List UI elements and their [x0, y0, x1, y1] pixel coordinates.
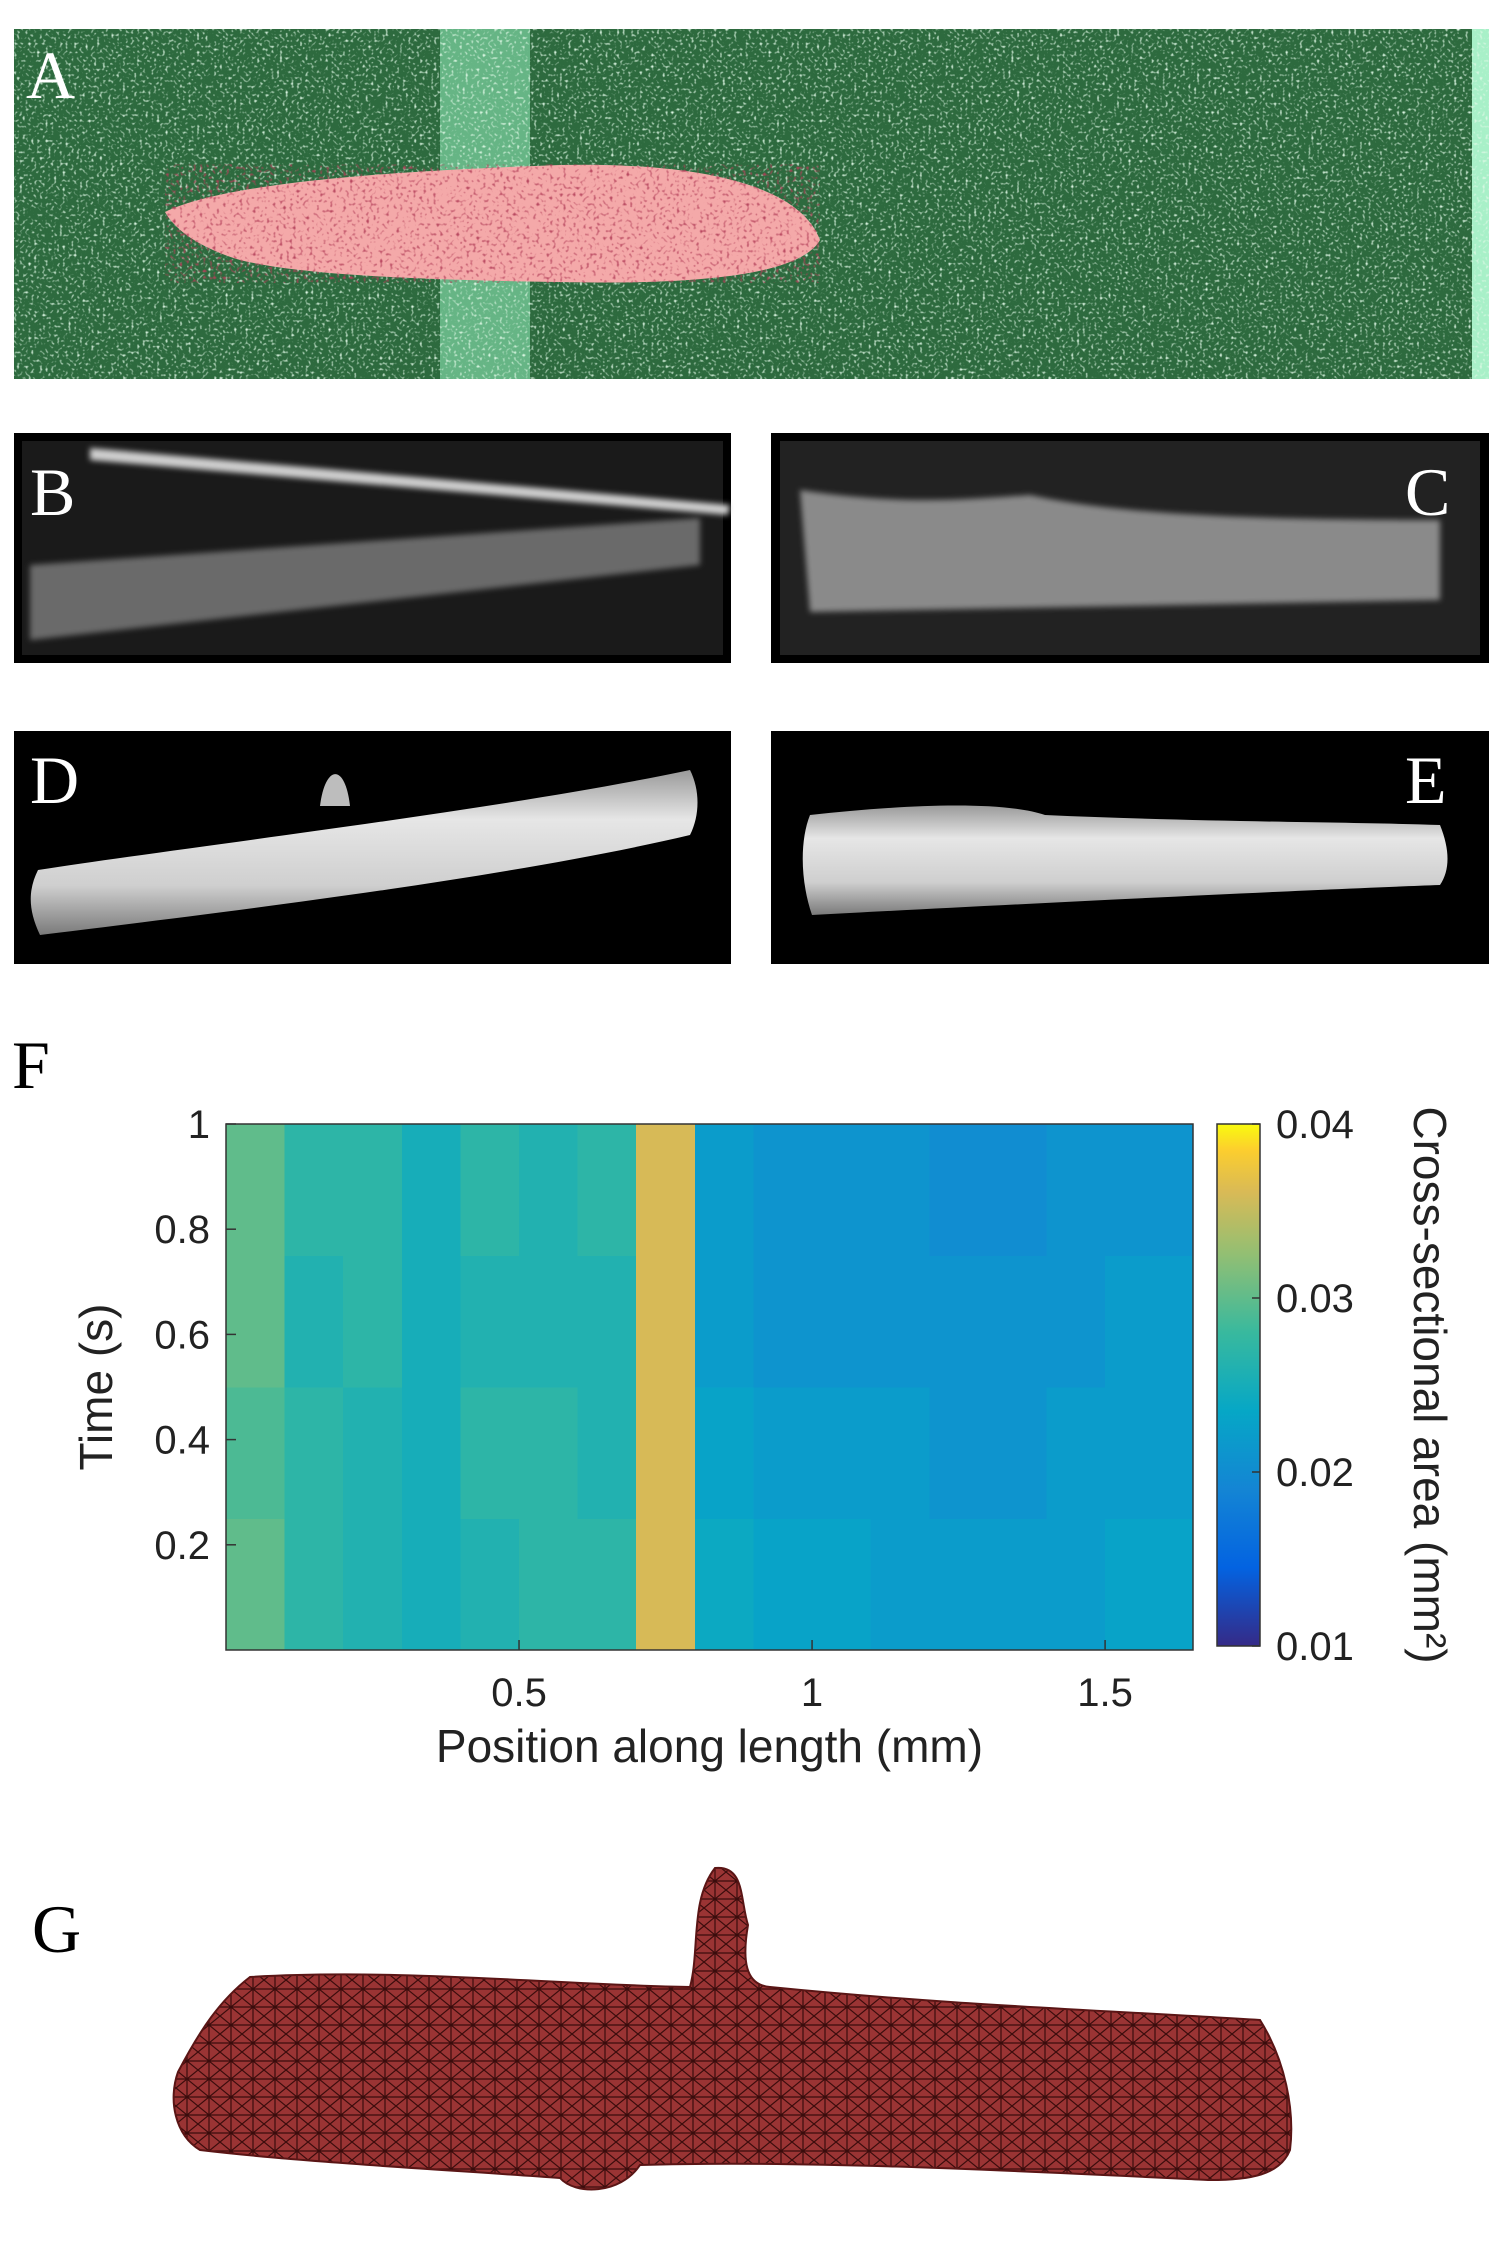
- heatmap-cell: [1046, 1387, 1106, 1519]
- heatmap-cell: [401, 1255, 461, 1388]
- heatmap-cell: [226, 1255, 286, 1388]
- panel-e: E: [771, 731, 1489, 964]
- heatmap-cell: [343, 1124, 403, 1256]
- heatmap-cell: [226, 1387, 286, 1519]
- panel-g: G: [32, 1866, 1293, 2191]
- heatmap-cell: [636, 1255, 696, 1388]
- y-tick-label: 0.6: [154, 1313, 210, 1357]
- heatmap-cell: [753, 1518, 813, 1651]
- heatmap-cell: [519, 1124, 579, 1256]
- panel-a: A: [14, 29, 1489, 379]
- heatmap-cell: [460, 1518, 520, 1651]
- x-tick-label: 0.5: [491, 1671, 547, 1715]
- heatmap-cell: [401, 1387, 461, 1519]
- heatmap-cell: [401, 1124, 461, 1256]
- colorbar-tick-label: 0.02: [1276, 1451, 1354, 1495]
- colorbar: [1216, 1123, 1261, 1647]
- heatmap-cell: [577, 1387, 637, 1519]
- heatmap-cell: [753, 1124, 813, 1256]
- heatmap-cell: [284, 1518, 344, 1651]
- heatmap-cell: [870, 1518, 930, 1651]
- heatmap-cell: [694, 1255, 754, 1388]
- heatmap-cell: [343, 1518, 403, 1651]
- y-axis-label: Time (s): [70, 1304, 122, 1471]
- heatmap-cell: [636, 1387, 696, 1519]
- heatmap-cell: [577, 1124, 637, 1256]
- panel-label: E: [1405, 742, 1447, 818]
- heatmap-cell: [460, 1387, 520, 1519]
- heatmap-cell: [987, 1387, 1047, 1519]
- heatmap-cell: [929, 1387, 989, 1519]
- heatmap-cell: [812, 1255, 872, 1388]
- heatmap-cell: [929, 1518, 989, 1651]
- heatmap-cell: [460, 1255, 520, 1388]
- heatmap-cell: [1046, 1255, 1106, 1388]
- heatmap-chart: 0.5 1 1.5 0.2 0.4 0.6 0.8 1 Position along lengt…: [70, 1103, 1456, 1772]
- heatmap-cell: [460, 1124, 520, 1256]
- heatmap-cell: [343, 1255, 403, 1388]
- heatmap-cell: [577, 1255, 637, 1388]
- heatmap-cell: [284, 1255, 344, 1388]
- heatmap-cell: [1046, 1518, 1106, 1651]
- panel-label: B: [30, 454, 75, 530]
- heatmap-cell: [870, 1387, 930, 1519]
- heatmap-cell: [987, 1518, 1047, 1651]
- heatmap-cell: [870, 1255, 930, 1388]
- heatmap-cell: [519, 1387, 579, 1519]
- panel-b: B: [14, 433, 731, 663]
- panel-c: C: [771, 433, 1489, 663]
- heatmap-cell: [812, 1387, 872, 1519]
- heatmap-cell: [636, 1124, 696, 1256]
- colorbar-label: Cross-sectional area (mm²): [1404, 1106, 1456, 1663]
- heatmap-cell: [1105, 1518, 1194, 1651]
- heatmap-cell: [577, 1518, 637, 1651]
- y-tick-label: 0.8: [154, 1208, 210, 1252]
- heatmap-cell: [929, 1255, 989, 1388]
- colorbar-tick-label: 0.04: [1276, 1103, 1354, 1147]
- y-tick-label: 0.4: [154, 1419, 210, 1463]
- heatmap-cell: [519, 1255, 579, 1388]
- x-tick-label: 1: [801, 1671, 823, 1715]
- heatmap-cell: [812, 1518, 872, 1651]
- heatmap-cell: [519, 1518, 579, 1651]
- panel-label: A: [26, 37, 75, 113]
- heatmap-cell: [753, 1255, 813, 1388]
- heatmap-cell: [284, 1387, 344, 1519]
- x-tick-label: 1.5: [1077, 1671, 1133, 1715]
- heatmap-cell: [753, 1387, 813, 1519]
- heatmap-cell: [284, 1124, 344, 1256]
- panel-label: D: [30, 742, 79, 818]
- heatmap-cell: [987, 1255, 1047, 1388]
- heatmap-cell: [226, 1124, 286, 1256]
- panel-label: G: [32, 1891, 81, 1967]
- heatmap-cell: [694, 1124, 754, 1256]
- heatmap-cell: [1105, 1387, 1194, 1519]
- colorbar-tick-label: 0.03: [1276, 1277, 1354, 1321]
- heatmap-cell: [1105, 1124, 1194, 1256]
- panel-label: F: [12, 1027, 50, 1103]
- panel-label: C: [1405, 454, 1450, 530]
- heatmap-cell: [401, 1518, 461, 1651]
- heatmap-cell: [343, 1387, 403, 1519]
- heatmap-cell: [870, 1124, 930, 1256]
- heatmap-cell: [1105, 1255, 1194, 1388]
- heatmap-cell: [1046, 1124, 1106, 1256]
- heatmap-cell: [987, 1124, 1047, 1256]
- heatmap-cell: [694, 1518, 754, 1651]
- panel-d: D: [14, 731, 731, 964]
- heatmap-cell: [226, 1518, 286, 1651]
- colorbar-tick-label: 0.01: [1276, 1625, 1354, 1669]
- heatmap-cell: [929, 1124, 989, 1256]
- plot-frame: [225, 1123, 1194, 1651]
- heatmap-cell: [812, 1124, 872, 1256]
- heatmap-cell: [636, 1518, 696, 1651]
- heatmap-cell: [694, 1387, 754, 1519]
- y-tick-label: 1: [188, 1103, 210, 1147]
- y-tick-label: 0.2: [154, 1524, 210, 1568]
- x-axis-label: Position along length (mm): [436, 1720, 983, 1772]
